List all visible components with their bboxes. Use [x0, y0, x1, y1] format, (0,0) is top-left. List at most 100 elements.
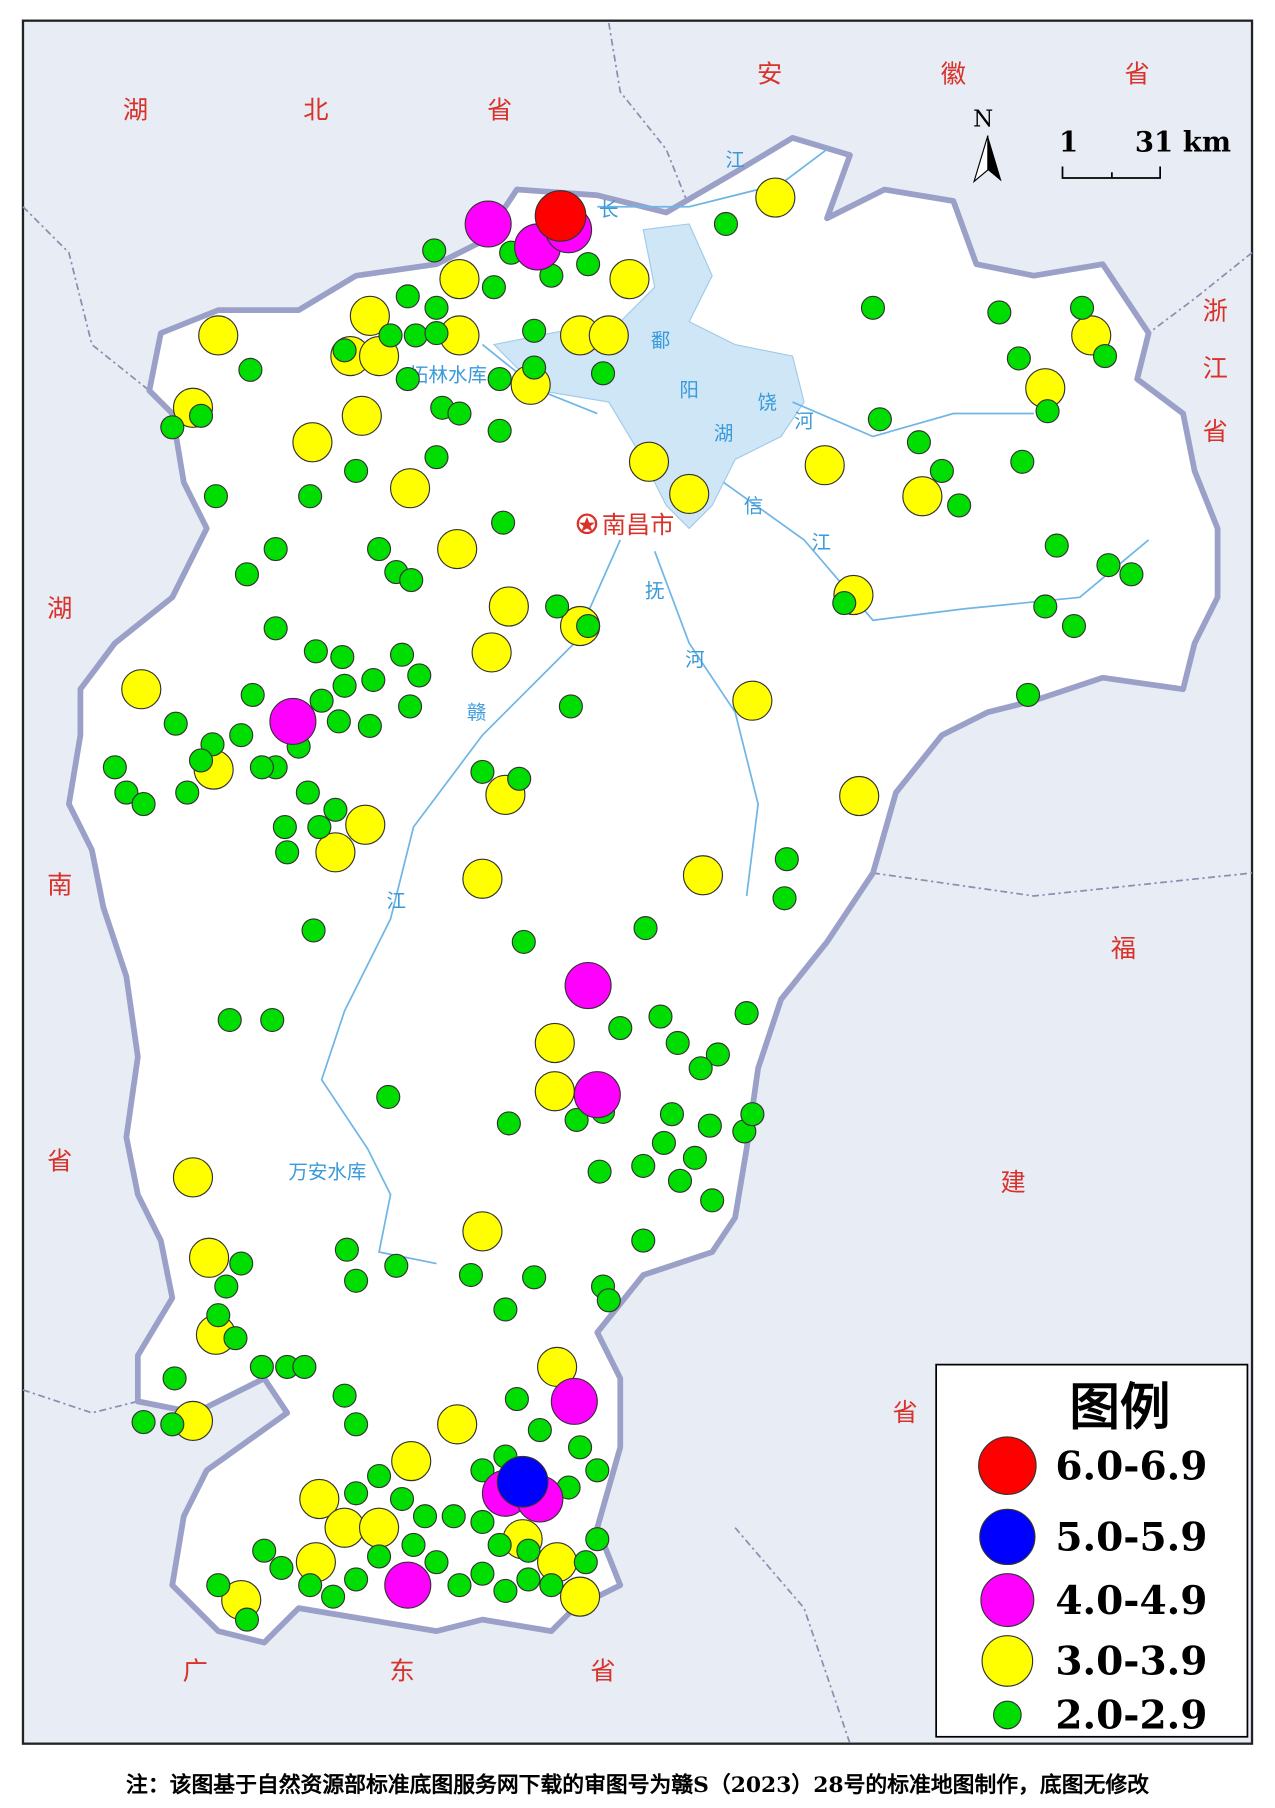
province-label: 江	[1203, 354, 1228, 383]
earthquake-point	[487, 418, 512, 443]
borders	[22, 22, 1253, 1744]
water-label: 阳	[679, 378, 699, 401]
earthquake-point	[906, 430, 931, 455]
earthquake-point	[559, 1576, 601, 1617]
earthquake-point	[206, 1573, 231, 1598]
legend-label: 6.0-6.9	[1055, 1443, 1207, 1489]
province-label: 东	[389, 1656, 414, 1685]
earthquake-point	[175, 780, 200, 805]
earthquake-point	[403, 323, 428, 348]
province-label: 安	[757, 60, 782, 89]
earthquake-point	[651, 1130, 676, 1155]
earthquake-point	[697, 1113, 722, 1138]
earthquake-point	[303, 639, 328, 664]
earthquake-point	[774, 847, 799, 872]
earthquake-point	[573, 1550, 598, 1575]
earthquake-point	[447, 1573, 472, 1598]
earthquake-point	[1044, 533, 1069, 558]
earthquake-points	[102, 177, 1144, 1632]
province-label: 省	[1203, 417, 1228, 446]
earthquake-point	[345, 804, 386, 845]
earthquake-point	[344, 458, 369, 484]
legend-label: 4.0-4.9	[1055, 1578, 1207, 1624]
legend-label: 2.0-2.9	[1055, 1693, 1207, 1739]
earthquake-point	[332, 673, 357, 698]
earthquake-point	[298, 1573, 323, 1598]
earthquake-point	[376, 1084, 401, 1110]
city-label: 南昌市	[602, 511, 674, 539]
earthquake-point	[487, 1532, 512, 1558]
earthquake-point	[275, 840, 300, 865]
earthquake-point	[203, 484, 229, 509]
earthquake-point	[545, 594, 570, 619]
earthquake-point	[568, 1435, 593, 1460]
earthquake-point	[229, 723, 254, 748]
north-arrow: N	[972, 106, 1002, 184]
earthquake-point	[389, 1486, 415, 1512]
earthquake-point	[493, 1578, 518, 1603]
earthquake-point	[424, 445, 449, 470]
earthquake-point	[341, 395, 382, 436]
legend-symbol	[980, 1573, 1035, 1628]
earthquake-point	[398, 694, 423, 719]
province-label: 南	[47, 871, 72, 900]
earthquake-point	[755, 177, 796, 218]
earthquake-point	[631, 1228, 656, 1253]
water-label: 河	[794, 409, 814, 432]
earthquake-point	[464, 200, 512, 248]
legend-symbol	[981, 1635, 1034, 1687]
water-label: 赣	[467, 701, 487, 724]
earthquake-point	[252, 1538, 277, 1563]
earthquake-point	[292, 1354, 317, 1379]
earthquake-point	[424, 295, 449, 320]
earthquake-point	[424, 1550, 449, 1575]
earthquake-point	[516, 1538, 541, 1563]
earthquake-point	[633, 916, 658, 941]
earthquake-point	[682, 855, 724, 896]
earthquake-point	[1006, 346, 1031, 371]
earthquake-point	[391, 1441, 432, 1482]
earthquake-point	[172, 1157, 214, 1198]
province-label: 北	[303, 95, 328, 124]
earthquake-point	[269, 1555, 294, 1580]
earthquake-point	[395, 366, 420, 392]
earthquake-point	[713, 211, 739, 237]
earthquake-point	[987, 300, 1012, 325]
earthquake-point	[344, 1567, 369, 1592]
province-label: 湖	[123, 95, 148, 124]
water-label: 信	[744, 494, 764, 517]
earthquake-point	[522, 355, 547, 380]
earthquake-point	[504, 1387, 529, 1412]
earthquake-point	[688, 1056, 713, 1081]
earthquake-point	[608, 1015, 633, 1041]
province-label: 浙	[1203, 296, 1228, 325]
earthquake-point	[576, 613, 601, 639]
earthquake-point	[902, 476, 943, 517]
earthquake-point	[585, 1458, 610, 1483]
earthquake-point	[401, 1532, 426, 1558]
earthquake-point	[163, 711, 188, 736]
earthquake-point	[114, 780, 139, 805]
earthquake-point	[121, 669, 162, 710]
scale-start: 1	[1059, 127, 1078, 159]
earthquake-point	[366, 1463, 392, 1489]
earthquake-point	[301, 918, 326, 943]
earthquake-point	[160, 415, 185, 440]
earthquake-point	[344, 1412, 369, 1437]
earthquake-point	[272, 814, 297, 840]
earthquake-point	[321, 1584, 346, 1609]
earthquake-point	[206, 1303, 231, 1328]
earthquake-point	[223, 1326, 248, 1351]
water-label: 湖	[714, 422, 734, 445]
province-label: 省	[47, 1146, 72, 1175]
earthquake-point	[299, 1478, 340, 1520]
province-label: 福	[1111, 934, 1136, 963]
earthquake-point	[378, 323, 403, 348]
earthquake-point	[407, 663, 432, 688]
earthquake-point	[470, 759, 495, 784]
earthquake-point	[238, 357, 263, 382]
earthquake-point	[516, 1567, 541, 1592]
earthquake-point	[437, 528, 478, 570]
earthquake-point	[507, 766, 532, 791]
